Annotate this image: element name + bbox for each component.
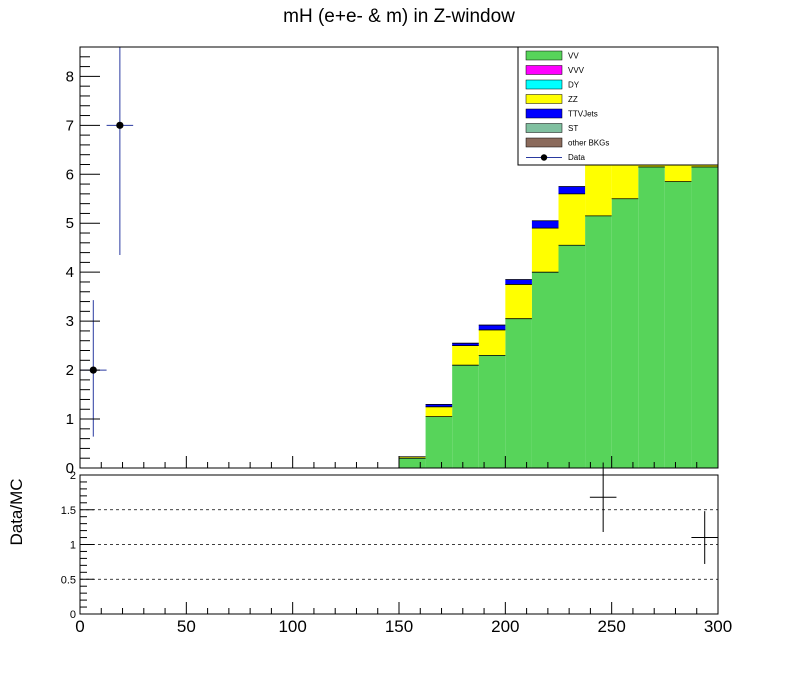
y-tick-label: 0 bbox=[66, 460, 74, 477]
ratio-panel: 00.511.520 50 100 150 200 250 300 bbox=[61, 462, 732, 636]
y-tick-label: 2 bbox=[66, 362, 74, 379]
legend-swatch-4 bbox=[525, 108, 563, 119]
y-tick-label: 1 bbox=[66, 411, 74, 428]
legend-label-7: Data bbox=[568, 153, 585, 162]
ratio-axes: 0 0.5 1 1.5 2 0 50 100 150 200 250 300 bbox=[61, 470, 732, 636]
bar-zz-bin-12 bbox=[399, 456, 426, 459]
bar-zz-bin-18 bbox=[558, 193, 586, 246]
ratio-y-tick-label: 2 bbox=[70, 470, 76, 482]
x-tick-label: 200 bbox=[491, 617, 519, 636]
legend-label-3: ZZ bbox=[568, 95, 578, 104]
chart-title: mH (e+e- & m) in Z-window bbox=[283, 6, 515, 27]
bar-ttvjets-bin-13 bbox=[425, 404, 453, 407]
ratio-y-tick-label: 0 bbox=[70, 609, 76, 621]
bar-vv-bin-21 bbox=[638, 166, 665, 469]
legend-swatch-0 bbox=[525, 50, 563, 61]
bar-ttvjets-bin-14 bbox=[452, 343, 479, 346]
x-tick-label: 250 bbox=[597, 617, 625, 636]
legend-label-5: ST bbox=[568, 124, 578, 133]
x-tick-label: 50 bbox=[177, 617, 196, 636]
legend-swatch-6 bbox=[525, 137, 563, 148]
x-tick-label: 100 bbox=[278, 617, 306, 636]
ratio-y-axis-label: Data/MC bbox=[7, 478, 26, 545]
ratio-reference-lines bbox=[80, 509, 718, 580]
bar-vv-bin-22 bbox=[664, 181, 692, 469]
legend-label-6: other BKGs bbox=[568, 139, 609, 148]
data-point-1 bbox=[116, 121, 124, 129]
x-tick-label: 0 bbox=[75, 617, 84, 636]
legend-swatch-2 bbox=[525, 79, 563, 90]
bar-vv-bin-14 bbox=[452, 365, 479, 468]
bar-zz-bin-22 bbox=[664, 164, 692, 182]
ratio-points bbox=[589, 462, 718, 564]
data-points bbox=[80, 47, 134, 437]
bar-zz-bin-13 bbox=[425, 406, 453, 417]
bar-ttvjets-bin-17 bbox=[531, 220, 559, 229]
legend-swatch-5 bbox=[525, 123, 563, 133]
bar-vv-bin-20 bbox=[611, 198, 639, 469]
stacked-histogram bbox=[399, 102, 718, 469]
legend-swatch-1 bbox=[525, 65, 563, 75]
bar-vv-bin-15 bbox=[478, 355, 506, 468]
y-tick-label: 5 bbox=[66, 215, 74, 232]
bar-ttvjets-bin-15 bbox=[478, 325, 506, 330]
y-tick-label: 8 bbox=[66, 68, 74, 85]
bar-ttvjets-bin-18 bbox=[558, 186, 586, 194]
bar-vv-bin-12 bbox=[399, 458, 426, 468]
y-tick-label: 4 bbox=[66, 264, 74, 281]
x-tick-label: 300 bbox=[704, 617, 732, 636]
legend-swatch-3 bbox=[525, 94, 563, 104]
legend-box bbox=[517, 46, 719, 166]
legend-marker bbox=[540, 154, 548, 161]
bar-zz-bin-16 bbox=[505, 284, 532, 319]
bar-vv-bin-13 bbox=[425, 416, 453, 468]
y-tick-label: 3 bbox=[66, 313, 74, 330]
legend-label-0: VV bbox=[568, 52, 579, 61]
bar-zz-bin-14 bbox=[452, 345, 479, 366]
bar-vv-bin-16 bbox=[505, 318, 532, 468]
bar-vv-bin-19 bbox=[585, 215, 612, 468]
bar-vv-bin-17 bbox=[531, 272, 559, 468]
x-tick-label: 150 bbox=[385, 617, 413, 636]
ratio-y-tick-label: 1 bbox=[70, 540, 76, 552]
legend-label-4: TTVJets bbox=[568, 110, 598, 119]
bar-vv-bin-18 bbox=[558, 245, 586, 468]
bar-zz-bin-17 bbox=[531, 228, 559, 273]
ratio-y-tick-label: 1.5 bbox=[61, 505, 76, 517]
bar-zz-bin-15 bbox=[478, 329, 506, 356]
ratio-y-tick-label: 0.5 bbox=[61, 574, 76, 586]
legend-label-2: DY bbox=[568, 81, 580, 90]
y-tick-label: 7 bbox=[66, 117, 74, 134]
legend-label-1: VVV bbox=[568, 66, 585, 75]
bar-ttvjets-bin-16 bbox=[505, 279, 532, 285]
bar-vv-bin-23 bbox=[691, 166, 718, 469]
y-tick-label: 6 bbox=[66, 166, 74, 183]
main-axes: 0 1 2 3 4 5 6 7 8 bbox=[66, 46, 719, 477]
